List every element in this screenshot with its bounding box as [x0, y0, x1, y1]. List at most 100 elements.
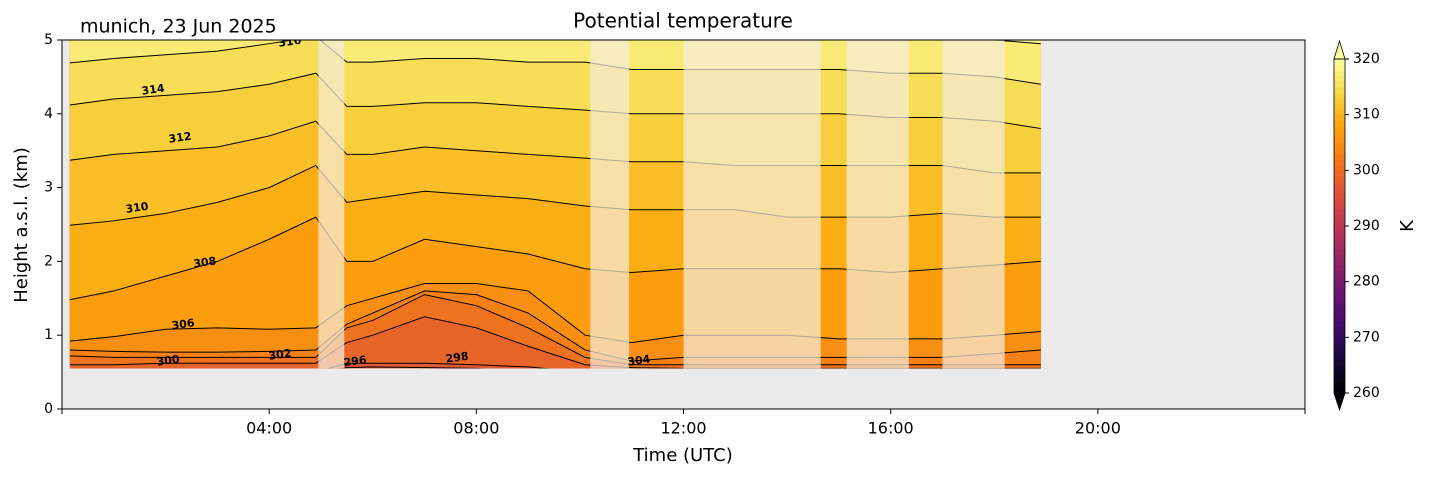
colorbar-segment — [1334, 348, 1345, 355]
colorbar-segment — [1334, 231, 1345, 238]
colorbar-segment — [1334, 75, 1345, 82]
colorbar-segment — [1334, 331, 1345, 338]
colorbar-tick-label: 260 — [1353, 385, 1380, 401]
colorbar-segment — [1334, 159, 1345, 166]
contour-label: 296 — [343, 353, 368, 369]
x-tick-label: 08:00 — [453, 419, 499, 438]
colorbar-segment — [1334, 142, 1345, 149]
colorbar-segment — [1334, 187, 1345, 194]
masked-interval — [590, 40, 630, 369]
colorbar-segment — [1334, 237, 1345, 244]
colorbar-segment — [1334, 248, 1345, 255]
colorbar-segment — [1334, 309, 1345, 316]
contour-label: 306 — [171, 316, 196, 332]
contour-label: 308 — [193, 254, 218, 270]
colorbar-segment — [1334, 242, 1345, 249]
colorbar-segment — [1334, 253, 1345, 260]
colorbar-segment — [1334, 276, 1345, 283]
colorbar-segment — [1334, 303, 1345, 310]
colorbar-segment — [1334, 170, 1345, 177]
colorbar-tick-label: 270 — [1353, 329, 1380, 345]
colorbar-segment — [1334, 136, 1345, 143]
colorbar-segment — [1334, 131, 1345, 138]
colorbar-segment — [1334, 203, 1345, 210]
colorbar-segment — [1334, 264, 1345, 272]
chart-title: Potential temperature — [573, 9, 793, 33]
x-tick-label: 16:00 — [868, 419, 914, 438]
contour-label: 310 — [125, 200, 150, 216]
colorbar-segment — [1334, 298, 1345, 305]
colorbar-extend-max — [1333, 39, 1346, 60]
colorbar: 260 270 280 290 300 310 320 — [1333, 39, 1380, 412]
y-tick-label: 3 — [44, 180, 53, 196]
y-tick-label: 2 — [44, 253, 53, 269]
colorbar-tick-label: 320 — [1353, 51, 1380, 67]
contour-label: 312 — [168, 130, 193, 146]
contour-label: 302 — [268, 347, 293, 363]
colorbar-segment — [1334, 97, 1345, 105]
colorbar-segment — [1334, 114, 1345, 121]
colorbar-segment — [1334, 125, 1345, 132]
masked-interval — [846, 40, 909, 369]
colorbar-segment — [1334, 164, 1345, 171]
colorbar-segment — [1334, 387, 1345, 394]
colorbar-segment — [1334, 175, 1345, 182]
colorbar-segment — [1334, 92, 1345, 99]
colorbar-segment — [1334, 120, 1345, 127]
colorbar-segment — [1334, 292, 1345, 299]
colorbar-segment — [1334, 259, 1345, 266]
colorbar-segment — [1334, 220, 1345, 227]
colorbar-segment — [1334, 86, 1345, 93]
colorbar-segment — [1334, 376, 1345, 383]
colorbar-segment — [1334, 181, 1345, 188]
y-tick-label: 1 — [44, 327, 53, 343]
colorbar-segment — [1334, 359, 1345, 366]
colorbar-tick-label: 310 — [1353, 107, 1380, 123]
colorbar-segment — [1334, 381, 1345, 388]
colorbar-segment — [1334, 342, 1345, 349]
colorbar-label: K — [1397, 219, 1418, 232]
colorbar-tick-label: 280 — [1353, 274, 1380, 290]
colorbar-segment — [1334, 270, 1345, 277]
contour-label: 304 — [627, 352, 652, 368]
colorbar-segment — [1334, 192, 1345, 199]
colorbar-segment — [1334, 365, 1345, 372]
colorbar-segment — [1334, 70, 1345, 77]
chart-subtitle: munich, 23 Jun 2025 — [80, 16, 277, 38]
contour-label: 298 — [445, 350, 470, 366]
colorbar-segment — [1334, 281, 1345, 288]
contour-line — [326, 362, 550, 369]
masked-interval — [318, 40, 345, 369]
y-tick-label: 4 — [44, 106, 53, 122]
colorbar-segment — [1334, 337, 1345, 344]
colorbar-tick-label: 290 — [1353, 218, 1380, 234]
colorbar-segment — [1334, 214, 1345, 221]
colorbar-segment — [1334, 148, 1345, 155]
x-tick-label: 04:00 — [246, 419, 292, 438]
axes: 04:00 08:00 12:00 16:00 20:00 0 1 2 3 4 5 260 270 280… — [44, 32, 1380, 438]
contour-label: 316 — [278, 34, 303, 50]
masked-interval — [942, 40, 1005, 369]
colorbar-segment — [1334, 209, 1345, 216]
x-axis-label: Time (UTC) — [632, 445, 733, 466]
contour-label: 314 — [141, 82, 166, 98]
colorbar-segment — [1334, 153, 1345, 160]
colorbar-segment — [1334, 59, 1345, 66]
colorbar-tick-label: 300 — [1353, 162, 1380, 178]
colorbar-segment — [1334, 315, 1345, 322]
colorbar-segment — [1334, 354, 1345, 361]
contour-label: 300 — [156, 352, 181, 368]
colorbar-segment — [1334, 226, 1345, 233]
colorbar-segment — [1334, 326, 1345, 333]
y-tick-label: 0 — [44, 401, 53, 417]
plot-area: 316 314 312 310 308 306 300 302 296 298 304 — [62, 34, 1305, 409]
colorbar-extend-min — [1333, 392, 1346, 412]
colorbar-segment — [1334, 109, 1345, 116]
contour-field — [69, 40, 1041, 369]
y-tick-label: 5 — [44, 32, 53, 48]
x-tick-label: 12:00 — [660, 419, 706, 438]
x-tick-label: 20:00 — [1075, 419, 1121, 438]
colorbar-segment — [1334, 287, 1345, 294]
colorbar-segment — [1334, 64, 1345, 71]
